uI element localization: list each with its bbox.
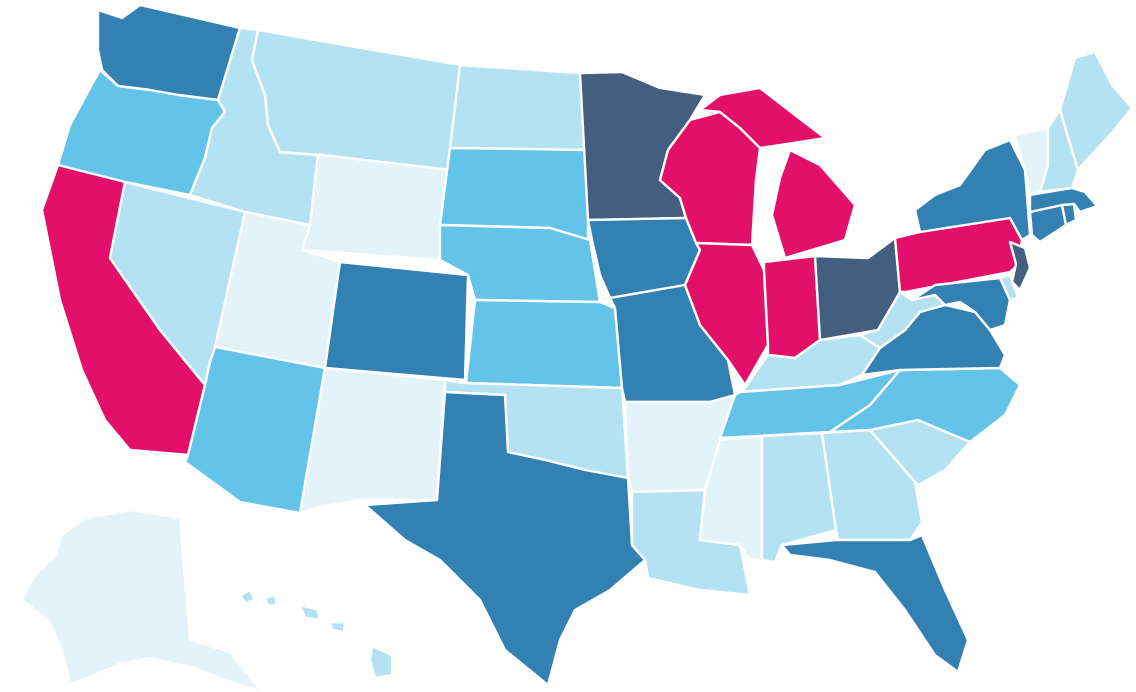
state-md[interactable] [910,276,1012,332]
state-hi[interactable] [238,588,394,680]
state-de[interactable] [998,273,1020,302]
state-wv[interactable] [858,290,947,350]
state-ny[interactable] [913,138,1032,242]
state-wy[interactable] [300,153,452,262]
state-ma[interactable] [1028,186,1099,214]
state-in[interactable] [762,254,822,360]
state-me[interactable] [1058,50,1134,172]
state-ks[interactable] [464,298,624,390]
state-nd[interactable] [448,63,590,152]
state-mt[interactable] [250,28,462,172]
state-co[interactable] [323,260,470,382]
state-ak[interactable] [20,508,264,692]
state-nm[interactable] [298,366,447,515]
state-il[interactable] [683,241,770,387]
state-mi[interactable] [698,86,857,260]
state-nj[interactable] [1008,240,1032,292]
state-wi[interactable] [658,110,762,247]
state-tx[interactable] [363,390,647,687]
state-fl[interactable] [780,533,970,674]
